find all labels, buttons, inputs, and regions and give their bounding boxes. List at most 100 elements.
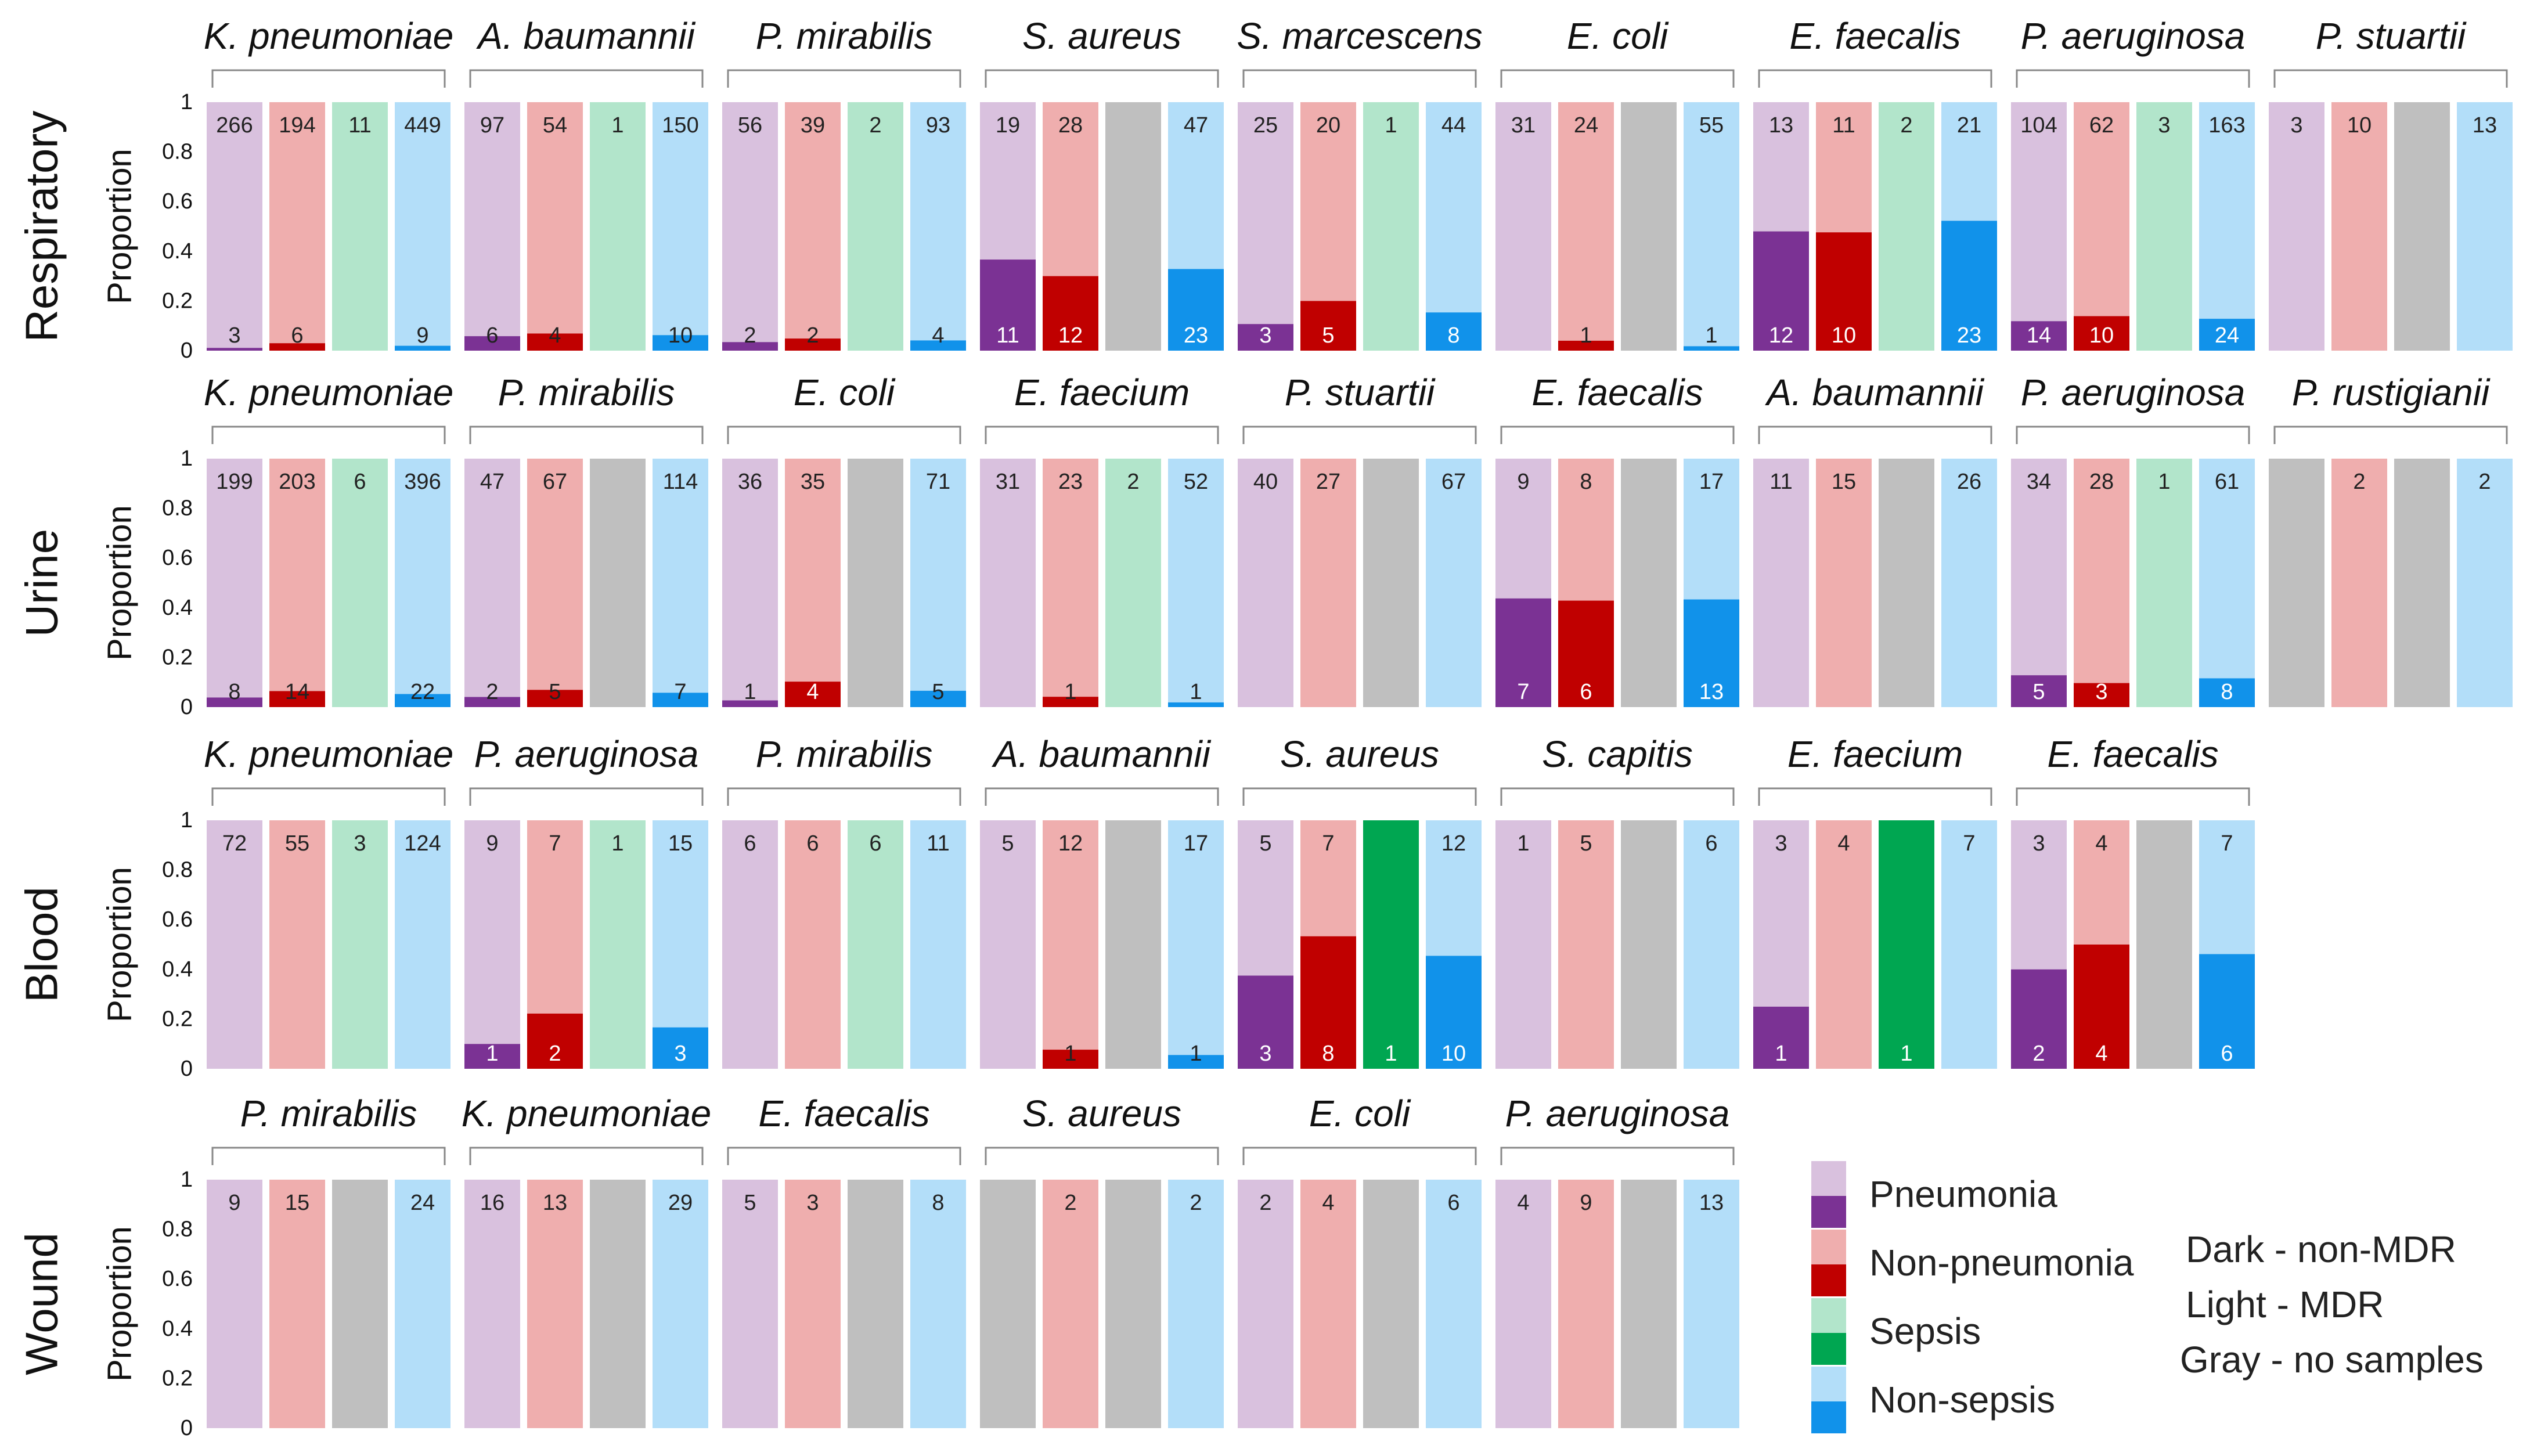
- bar-label-non-mdr: 1: [1900, 1041, 1912, 1066]
- bar-label-non-mdr: 24: [2215, 323, 2239, 348]
- bar-label-mdr: 2: [1900, 113, 1912, 138]
- bar-no-samples: [1105, 102, 1161, 351]
- bar-label-mdr: 8: [932, 1191, 944, 1215]
- bar-label-mdr: 9: [1517, 470, 1529, 494]
- panel-bracket: [727, 787, 961, 806]
- bar-label-mdr: 23: [1058, 470, 1083, 494]
- legend-swatch-sepsis-light: [1811, 1298, 1846, 1333]
- bar-label-mdr: 11: [927, 831, 949, 856]
- panel-title: P. mirabilis: [756, 15, 933, 57]
- panel-bracket: [1500, 69, 1735, 88]
- bar-segment-mdr-non-sepsis: [1426, 1180, 1482, 1428]
- bar-label-mdr: 1: [1517, 831, 1529, 856]
- bar-segment-non-mdr-pneumonia: [980, 260, 1036, 351]
- bar-label-mdr: 24: [1574, 113, 1598, 138]
- panel-bracket: [2016, 787, 2250, 806]
- bar-segment-non-mdr-pneumonia: [2011, 675, 2067, 707]
- bar-segment-mdr-pneumonia: [722, 102, 778, 343]
- panel-bracket: [2016, 69, 2250, 88]
- bar-label-mdr: 26: [1957, 470, 1981, 494]
- y-tick-label: 0.6: [162, 1267, 193, 1291]
- y-tick-label: 0.2: [162, 1007, 193, 1031]
- bar-segment-non-mdr-non-pneumonia: [1043, 276, 1098, 351]
- panel-bracket: [1500, 787, 1735, 806]
- legend-label: Non-pneumonia: [1869, 1242, 2134, 1284]
- y-axis-label: Proportion: [100, 867, 138, 1022]
- bar-segment-mdr-pneumonia: [2269, 102, 2324, 351]
- bar-label-mdr: 1: [2158, 470, 2170, 494]
- bar-label-non-mdr: 6: [1580, 680, 1592, 704]
- panel-bracket: [1242, 1147, 1477, 1165]
- panel-title: E. coli: [794, 372, 896, 413]
- bar-label-mdr: 7: [2221, 831, 2233, 856]
- y-tick-label: 0.8: [162, 858, 193, 882]
- bar-segment-mdr-sepsis: [848, 102, 903, 351]
- legend-note-light: Light - MDR: [2186, 1284, 2384, 1325]
- bar-label-mdr: 15: [285, 1191, 309, 1215]
- bar-label-mdr: 47: [480, 470, 504, 494]
- bar-segment-mdr-pneumonia: [464, 1180, 520, 1428]
- bar-label-non-mdr: 8: [1322, 1041, 1334, 1066]
- bar-segment-mdr-non-sepsis: [2199, 102, 2255, 319]
- bar-segment-mdr-non-sepsis: [1426, 820, 1482, 956]
- bar-label-non-mdr: 13: [1699, 680, 1724, 704]
- bar-label-mdr: 40: [1253, 470, 1278, 494]
- panel-bracket: [985, 426, 1219, 444]
- bar-segment-mdr-non-sepsis: [653, 1180, 708, 1428]
- y-tick-label: 0.2: [162, 1366, 193, 1390]
- bar-segment-non-mdr-non-sepsis: [910, 690, 966, 707]
- bar-segment-non-mdr-non-sepsis: [395, 694, 451, 707]
- bar-segment-non-mdr-pneumonia: [1495, 598, 1551, 707]
- bar-label-mdr: 39: [801, 113, 825, 138]
- y-tick-label: 0.6: [162, 546, 193, 570]
- row-label-urine: Urine: [16, 529, 67, 637]
- bar-segment-mdr-non-sepsis: [1426, 102, 1482, 313]
- bar-segment-mdr-non-sepsis: [395, 459, 451, 694]
- row-label-respiratory: Respiratory: [16, 111, 67, 343]
- y-tick-label: 1: [181, 808, 193, 832]
- panel-title: E. faecalis: [2047, 733, 2218, 775]
- bar-label-mdr: 17: [1184, 831, 1208, 856]
- bar-no-samples: [1621, 1180, 1677, 1428]
- bar-label-non-mdr: 4: [549, 323, 561, 348]
- bar-no-samples: [590, 459, 646, 707]
- y-tick-label: 0: [181, 1416, 193, 1440]
- bar-segment-mdr-pneumonia: [464, 820, 520, 1044]
- bar-segment-mdr-non-sepsis: [395, 1180, 451, 1428]
- bar-segment-non-mdr-non-sepsis: [395, 345, 451, 351]
- bar-segment-mdr-sepsis: [1105, 459, 1161, 707]
- bar-segment-non-mdr-non-sepsis: [653, 1027, 708, 1069]
- bar-label-mdr: 29: [668, 1191, 693, 1215]
- y-axis-label: Proportion: [100, 1226, 138, 1382]
- bar-segment-non-mdr-non-sepsis: [1168, 1055, 1224, 1069]
- panel-bracket: [1500, 426, 1735, 444]
- panel-bracket: [469, 426, 704, 444]
- bar-segment-mdr-non-sepsis: [2199, 459, 2255, 679]
- bar-label-mdr: 12: [1058, 831, 1083, 856]
- bar-segment-mdr-non-sepsis: [653, 459, 708, 693]
- panel-title: P. mirabilis: [756, 733, 933, 775]
- panel-bracket: [727, 426, 961, 444]
- legend-note-gray: Gray - no samples: [2180, 1339, 2484, 1381]
- bar-no-samples: [1105, 820, 1161, 1069]
- bar-segment-mdr-non-sepsis: [653, 102, 708, 336]
- bar-segment-mdr-non-pneumonia: [2074, 820, 2129, 945]
- bar-label-mdr: 47: [1184, 113, 1208, 138]
- bar-label-mdr: 4: [1837, 831, 1850, 856]
- bar-label-mdr: 31: [996, 470, 1020, 494]
- bar-label-non-mdr: 10: [1832, 323, 1856, 348]
- bar-no-samples: [1105, 1180, 1161, 1428]
- bar-label-mdr: 28: [1058, 113, 1083, 138]
- bar-label-mdr: 12: [1441, 831, 1466, 856]
- bar-segment-non-mdr-sepsis: [1363, 820, 1419, 1069]
- panel-bracket: [469, 787, 704, 806]
- bar-segment-mdr-non-sepsis: [1684, 820, 1739, 1069]
- bar-label-non-mdr: 5: [932, 680, 944, 704]
- panel-bracket: [469, 69, 704, 88]
- bar-segment-non-mdr-pneumonia: [722, 342, 778, 351]
- bar-segment-mdr-sepsis: [848, 820, 903, 1069]
- bar-segment-mdr-non-sepsis: [395, 820, 451, 1069]
- bar-segment-non-mdr-pneumonia: [1753, 1007, 1809, 1069]
- bar-label-mdr: 15: [1832, 470, 1856, 494]
- bar-label-mdr: 44: [1441, 113, 1466, 138]
